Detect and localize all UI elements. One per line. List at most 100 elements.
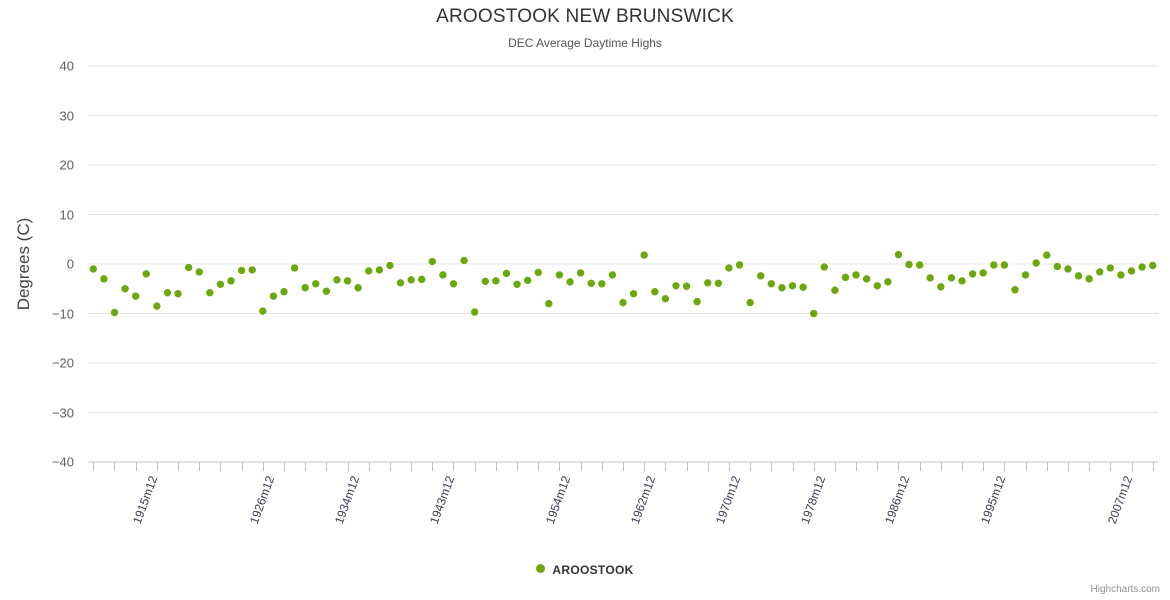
data-point[interactable] bbox=[89, 264, 98, 274]
data-point[interactable] bbox=[894, 250, 903, 259]
data-point[interactable] bbox=[608, 270, 617, 280]
data-point[interactable] bbox=[904, 260, 914, 269]
data-point[interactable] bbox=[1000, 260, 1009, 270]
data-point[interactable] bbox=[576, 268, 585, 278]
data-point[interactable] bbox=[1116, 270, 1126, 280]
data-point[interactable] bbox=[332, 275, 342, 285]
data-point[interactable] bbox=[269, 291, 278, 301]
data-point[interactable] bbox=[470, 307, 479, 317]
data-point[interactable] bbox=[830, 285, 840, 295]
data-point[interactable] bbox=[682, 281, 691, 291]
data-point[interactable] bbox=[1137, 262, 1147, 272]
data-point[interactable] bbox=[502, 269, 511, 278]
data-point[interactable] bbox=[311, 279, 321, 289]
data-point[interactable] bbox=[809, 309, 818, 318]
data-point[interactable] bbox=[1010, 285, 1020, 295]
data-point[interactable] bbox=[586, 278, 596, 288]
data-point[interactable] bbox=[449, 279, 458, 289]
data-point[interactable] bbox=[947, 273, 956, 283]
data-point[interactable] bbox=[989, 260, 999, 270]
data-point[interactable] bbox=[396, 278, 405, 288]
data-point[interactable] bbox=[862, 274, 871, 284]
data-point[interactable] bbox=[714, 278, 723, 288]
data-point[interactable] bbox=[1084, 274, 1094, 284]
data-point[interactable] bbox=[1106, 263, 1115, 273]
data-point[interactable] bbox=[406, 275, 416, 285]
data-point[interactable] bbox=[555, 270, 564, 280]
data-point[interactable] bbox=[692, 297, 702, 306]
data-point[interactable] bbox=[703, 278, 713, 288]
data-point[interactable] bbox=[639, 250, 649, 260]
data-point[interactable] bbox=[841, 273, 850, 282]
data-point[interactable] bbox=[353, 283, 363, 293]
data-point[interactable] bbox=[629, 289, 638, 299]
data-point[interactable] bbox=[385, 261, 395, 270]
data-point[interactable] bbox=[788, 281, 797, 291]
data-point[interactable] bbox=[131, 291, 140, 301]
data-point[interactable] bbox=[819, 262, 829, 272]
data-point[interactable] bbox=[99, 274, 109, 284]
data-point[interactable] bbox=[480, 277, 490, 286]
data-point[interactable] bbox=[872, 281, 882, 291]
data-point[interactable] bbox=[1095, 267, 1105, 277]
data-point[interactable] bbox=[120, 284, 130, 294]
data-point[interactable] bbox=[141, 269, 151, 279]
data-point[interactable] bbox=[724, 263, 734, 273]
data-point[interactable] bbox=[279, 287, 289, 297]
data-point[interactable] bbox=[533, 268, 543, 277]
data-point[interactable] bbox=[290, 263, 299, 273]
data-point[interactable] bbox=[375, 265, 384, 275]
data-point[interactable] bbox=[1021, 270, 1030, 280]
data-point[interactable] bbox=[883, 277, 893, 287]
data-point[interactable] bbox=[1053, 262, 1062, 271]
data-point[interactable] bbox=[936, 282, 946, 292]
data-point[interactable] bbox=[152, 301, 162, 311]
data-point[interactable] bbox=[978, 268, 988, 278]
data-point[interactable] bbox=[184, 263, 193, 272]
data-point[interactable] bbox=[671, 281, 681, 291]
data-point[interactable] bbox=[957, 276, 967, 286]
data-point[interactable] bbox=[216, 279, 225, 289]
data-point[interactable] bbox=[650, 287, 660, 297]
data-point[interactable] bbox=[1042, 250, 1052, 260]
data-point[interactable] bbox=[915, 260, 924, 270]
data-point[interactable] bbox=[237, 266, 246, 275]
data-point[interactable] bbox=[523, 276, 532, 285]
data-point[interactable] bbox=[322, 286, 331, 296]
data-point[interactable] bbox=[925, 273, 935, 283]
data-point[interactable] bbox=[597, 279, 607, 289]
data-point[interactable] bbox=[618, 298, 628, 307]
data-point[interactable] bbox=[661, 294, 670, 303]
data-point[interactable] bbox=[364, 266, 374, 276]
data-point[interactable] bbox=[247, 265, 257, 275]
data-point[interactable] bbox=[417, 275, 427, 284]
data-point[interactable] bbox=[1063, 264, 1073, 274]
data-point[interactable] bbox=[1127, 266, 1136, 276]
data-point[interactable] bbox=[851, 270, 861, 280]
data-point[interactable] bbox=[110, 308, 119, 317]
data-point[interactable] bbox=[767, 279, 776, 289]
data-point[interactable] bbox=[194, 267, 204, 277]
data-point[interactable] bbox=[565, 277, 575, 287]
data-point[interactable] bbox=[226, 276, 236, 286]
data-point[interactable] bbox=[1031, 258, 1041, 268]
data-point[interactable] bbox=[491, 276, 501, 286]
data-point[interactable] bbox=[173, 289, 183, 299]
data-point[interactable] bbox=[438, 270, 448, 280]
data-point[interactable] bbox=[968, 269, 977, 279]
data-point[interactable] bbox=[745, 298, 755, 307]
data-point[interactable] bbox=[300, 283, 310, 293]
data-point[interactable] bbox=[258, 306, 268, 316]
data-point[interactable] bbox=[798, 282, 808, 292]
data-point[interactable] bbox=[1148, 261, 1157, 270]
data-point[interactable] bbox=[163, 288, 172, 298]
data-point[interactable] bbox=[735, 260, 744, 270]
data-point[interactable] bbox=[777, 283, 787, 293]
data-point[interactable] bbox=[459, 256, 469, 265]
data-point[interactable] bbox=[205, 288, 215, 298]
data-point[interactable] bbox=[1074, 271, 1083, 281]
data-point[interactable] bbox=[756, 271, 766, 281]
data-point[interactable] bbox=[428, 257, 437, 266]
data-point[interactable] bbox=[512, 279, 522, 289]
legend-item-aroostook[interactable]: AROOSTOOK bbox=[536, 562, 633, 577]
